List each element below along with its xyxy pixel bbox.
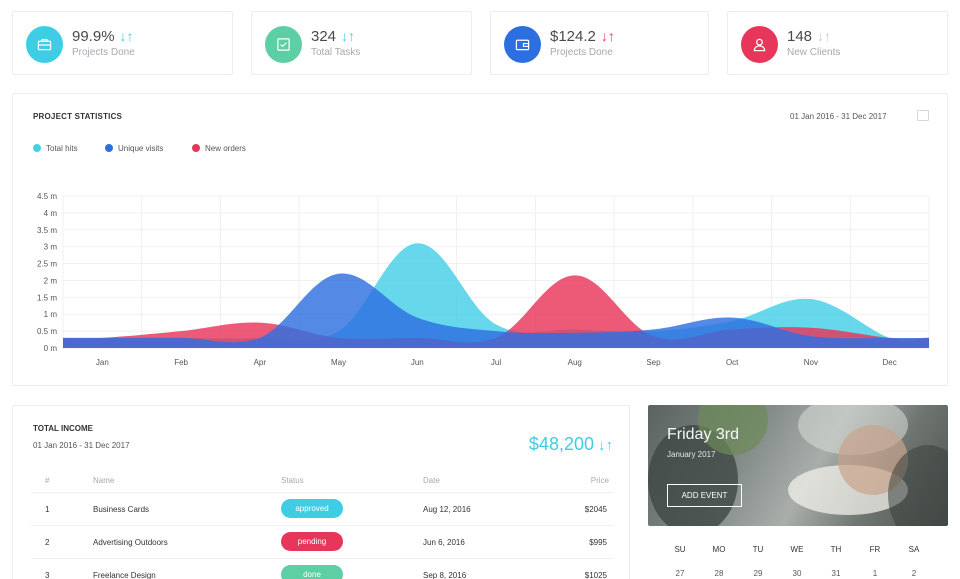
row-name: Advertising Outdoors (93, 538, 168, 547)
calendar-date[interactable]: 1 (872, 569, 878, 578)
stat-card-revenue: $124.2 ↓↑ Projects Done (490, 11, 709, 75)
table-row[interactable]: 2 Advertising Outdoors pending Jun 6, 20… (31, 525, 613, 558)
stat-label: Projects Done (550, 47, 613, 58)
calendar-date[interactable]: 29 (753, 569, 763, 578)
row-date: Sep 8, 2016 (423, 571, 467, 579)
wallet-icon (504, 26, 541, 63)
calendar-icon[interactable] (917, 110, 929, 121)
x-tick-label: Feb (174, 358, 188, 367)
x-tick-label: Dec (883, 358, 897, 367)
stat-value: $124.2 (550, 28, 596, 45)
add-event-button[interactable]: ADD EVENT (667, 484, 742, 507)
panel-title: TOTAL INCOME (33, 424, 93, 433)
legend-item-new-orders: New orders (192, 144, 246, 153)
weekday-label: TU (752, 545, 764, 554)
y-tick-label: 1 m (44, 310, 58, 319)
checklist-icon (265, 26, 302, 63)
stat-value: 324 (311, 28, 337, 45)
x-tick-label: Oct (726, 358, 739, 367)
y-tick-label: 1.5 m (37, 293, 57, 302)
y-tick-label: 4 m (44, 209, 58, 218)
y-tick-label: 3 m (44, 243, 58, 252)
status-badge: approved (281, 499, 343, 518)
weekday-label: SU (674, 545, 686, 554)
row-date: Jun 6, 2016 (423, 538, 465, 547)
weekday-label: SA (908, 545, 920, 554)
table-row[interactable]: 1 Business Cards approved Aug 12, 2016 $… (31, 492, 613, 525)
stat-card-projects-done: 99.9% ↓↑ Projects Done (12, 11, 233, 75)
stat-card-new-clients: 148 ↓↑ New Clients (727, 11, 948, 75)
y-tick-label: 2.5 m (37, 260, 57, 269)
calendar-date[interactable]: 28 (714, 569, 724, 578)
x-tick-label: Jun (411, 358, 424, 367)
status-badge: done (281, 565, 343, 579)
calendar-date[interactable]: 30 (792, 569, 802, 578)
calendar-day: Friday 3rd (667, 426, 740, 443)
stat-label: Total Tasks (311, 47, 361, 58)
legend-item-unique-visits: Unique visits (105, 144, 163, 153)
row-number: 3 (45, 571, 50, 579)
column-header-status: Status (281, 476, 304, 485)
x-tick-label: Jan (96, 358, 109, 367)
area-chart: 0 m 0.5 m 1 m 1.5 m 2 m 2.5 m 3 m 3.5 m 4 m 4.5 m… (37, 192, 930, 367)
row-number: 2 (45, 538, 50, 547)
row-date: Aug 12, 2016 (423, 505, 471, 514)
x-tick-label: Sep (646, 358, 661, 367)
date-range: 01 Jan 2016 - 31 Dec 2017 (33, 441, 130, 450)
y-tick-label: 4.5 m (37, 192, 57, 201)
weekday-label: TH (830, 545, 842, 554)
legend-item-total-hits: Total hits (33, 144, 78, 153)
column-header-date: Date (423, 476, 440, 485)
weekday-label: WE (790, 545, 804, 554)
weekday-label: MO (712, 545, 726, 554)
weekday-label: FR (869, 545, 881, 554)
y-tick-label: 2 m (44, 276, 58, 285)
x-tick-label: Jul (491, 358, 501, 367)
income-total: $48,200 ↓↑ (528, 434, 613, 454)
user-icon (741, 26, 778, 63)
sort-arrows-icon: ↓↑ (119, 28, 134, 44)
row-number: 1 (45, 505, 50, 514)
calendar-date[interactable]: 2 (911, 569, 917, 578)
row-name: Freelance Design (93, 571, 156, 579)
stat-card-total-tasks: 324 ↓↑ Total Tasks (251, 11, 472, 75)
column-header-price: Price (590, 476, 609, 485)
column-header-name: Name (93, 476, 115, 485)
briefcase-icon (26, 26, 63, 63)
column-header-number: # (45, 476, 50, 485)
stat-label: New Clients (787, 47, 841, 58)
row-price: $1025 (584, 571, 607, 579)
x-tick-label: Apr (254, 358, 267, 367)
calendar-month: January 2017 (667, 450, 716, 459)
calendar-grid: SU MO TU WE TH FR SA 27 28 29 30 31 1 2 (648, 526, 948, 579)
date-range-input[interactable]: 01 Jan 2016 - 31 Dec 2017 (790, 112, 887, 121)
row-name: Business Cards (93, 505, 150, 514)
stat-value: 99.9% (72, 28, 115, 45)
status-badge: pending (281, 532, 343, 551)
sort-arrows-icon: ↓↑ (600, 28, 615, 44)
calendar-date[interactable]: 27 (675, 569, 685, 578)
stat-label: Projects Done (72, 47, 135, 58)
row-price: $2045 (584, 505, 607, 514)
table-row[interactable]: 3 Freelance Design done Sep 8, 2016 $102… (31, 558, 613, 579)
x-tick-label: Nov (804, 358, 818, 367)
calendar-date[interactable]: 31 (831, 569, 841, 578)
x-tick-label: May (331, 358, 346, 367)
calendar-header-photo: Friday 3rd January 2017 ADD EVENT (648, 405, 948, 526)
sort-arrows-icon: ↓↑ (598, 437, 613, 454)
y-tick-label: 3.5 m (37, 226, 57, 235)
y-tick-label: 0.5 m (37, 327, 57, 336)
x-tick-label: Aug (568, 358, 582, 367)
stat-value: 148 (787, 28, 813, 45)
total-income-panel: TOTAL INCOME 01 Jan 2016 - 31 Dec 2017 $… (12, 405, 630, 579)
panel-title: PROJECT STATISTICS (33, 112, 123, 121)
y-tick-label: 0 m (44, 344, 58, 353)
sort-arrows-icon: ↓↑ (817, 28, 832, 44)
sort-arrows-icon: ↓↑ (341, 28, 356, 44)
series-area-unique-visits (63, 273, 929, 348)
row-price: $995 (589, 538, 607, 547)
